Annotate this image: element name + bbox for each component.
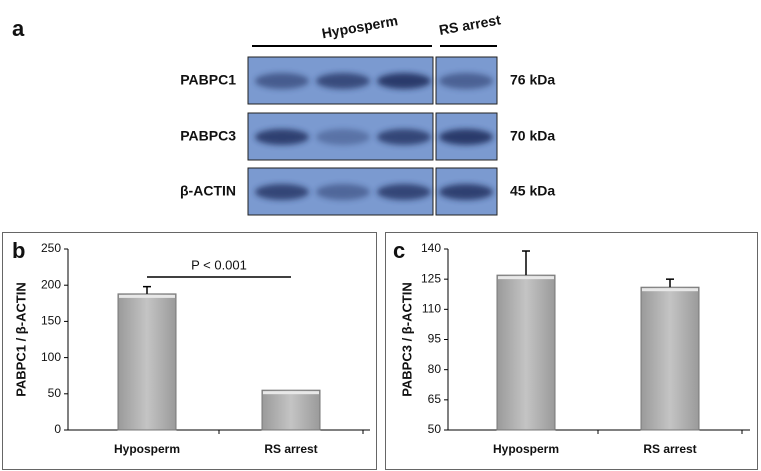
blot-band	[316, 129, 370, 145]
blot-band	[255, 184, 309, 200]
y-tick-label: 65	[428, 392, 442, 406]
y-tick-label: 80	[428, 362, 442, 376]
blot-band	[316, 184, 370, 200]
x-tick-label: Hyposperm	[114, 442, 180, 456]
blot-band	[439, 184, 493, 200]
bar-top	[642, 288, 698, 292]
group-label: Hyposperm	[320, 12, 399, 41]
y-tick-label: 100	[41, 350, 61, 364]
y-tick-label: 250	[41, 241, 61, 255]
size-label: 76 kDa	[510, 72, 555, 88]
protein-label: β-ACTIN	[180, 183, 236, 199]
x-tick-label: Hyposperm	[493, 442, 559, 456]
y-tick-label: 125	[421, 271, 441, 285]
bar	[640, 286, 700, 431]
x-tick-label: RS arrest	[264, 442, 317, 456]
size-label: 70 kDa	[510, 128, 555, 144]
blot-area	[247, 56, 498, 216]
blot-band	[377, 184, 431, 200]
y-tick-label: 110	[422, 302, 441, 316]
protein-label: PABPC3	[180, 128, 236, 144]
bar-top	[119, 294, 175, 298]
y-tick-label: 95	[428, 332, 442, 346]
group-label: RS arrest	[438, 11, 502, 38]
blot-band	[377, 73, 431, 89]
bar-top	[498, 276, 554, 280]
blot-band	[255, 73, 309, 89]
y-tick-label: 50	[428, 422, 442, 436]
y-tick-label: 50	[48, 386, 62, 400]
blot-band	[439, 129, 493, 145]
panel-frame	[385, 232, 758, 470]
bar	[261, 389, 321, 431]
blot-band	[255, 129, 309, 145]
y-tick-label: 140	[421, 241, 441, 255]
panel-label: c	[393, 238, 405, 263]
protein-label: PABPC1	[180, 72, 236, 88]
x-tick-label: RS arrest	[643, 442, 696, 456]
bar	[117, 293, 177, 431]
bar-top	[263, 391, 319, 395]
blot-band	[316, 73, 370, 89]
y-tick-label: 200	[41, 277, 61, 291]
y-axis-label: PABPC1 / β-ACTIN	[13, 282, 28, 397]
panel-label: a	[12, 16, 25, 41]
significance-label: P < 0.001	[191, 257, 247, 272]
bar	[496, 274, 556, 431]
blot-band	[439, 73, 493, 89]
panel-frame	[2, 232, 377, 470]
size-label: 45 kDa	[510, 183, 555, 199]
panel-label: b	[12, 238, 25, 263]
blot-band	[377, 129, 431, 145]
y-tick-label: 150	[41, 314, 61, 328]
y-tick-label: 0	[54, 422, 61, 436]
y-axis-label: PABPC3 / β-ACTIN	[399, 282, 414, 397]
